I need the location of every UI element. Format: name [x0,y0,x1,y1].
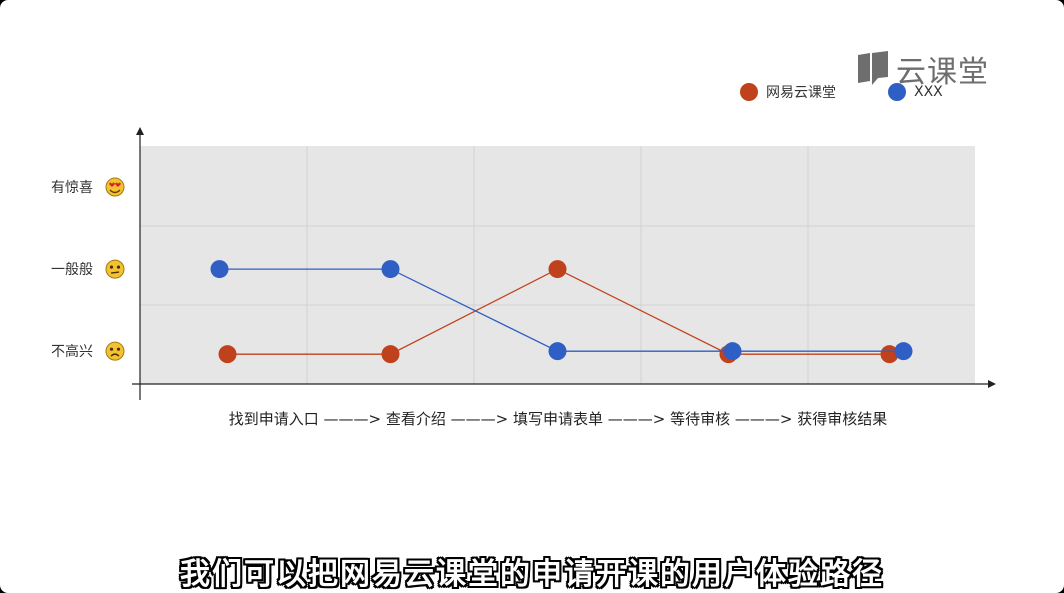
legend-item-series-0: 网易云课堂 [740,82,836,102]
legend-label-series-1: XXX [914,84,943,100]
data-point-series-1 [210,260,229,279]
chart-legend: 网易云课堂 XXX [740,80,995,104]
book-flag-icon [856,51,890,87]
frowning-face-icon [105,341,125,361]
y-axis-arrow [136,127,144,135]
legend-dot-series-0 [740,83,758,101]
x-axis-arrow [988,380,996,388]
legend-label-series-0: 网易云课堂 [766,85,836,101]
y-level-label: 一般般 [51,262,93,278]
data-point-series-1 [894,342,913,361]
video-subtitle: 我们可以把网易云课堂的申请开课的用户体验路径 [180,557,884,592]
y-level-label: 不高兴 [51,343,93,360]
legend-item-series-1: XXX [888,83,943,101]
data-point-series-0 [381,345,400,364]
data-point-series-1 [723,342,742,361]
heart-eyes-face-icon [105,177,125,197]
data-point-series-0 [548,260,567,279]
x-axis-journey-label: 找到申请入口 ———> 查看介绍 ———> 填写申请表单 ———> 等待审核 —… [229,410,887,428]
data-point-series-0 [880,345,899,364]
watermark: 云课堂 [856,48,996,90]
neutral-face-icon [105,259,125,279]
legend-dot-series-1 [888,83,906,101]
watermark-text: 云课堂 [896,55,989,90]
data-point-series-1 [381,260,400,279]
y-level-label: 有惊喜 [51,180,93,196]
data-point-series-1 [548,342,567,361]
data-point-series-0 [218,345,237,364]
